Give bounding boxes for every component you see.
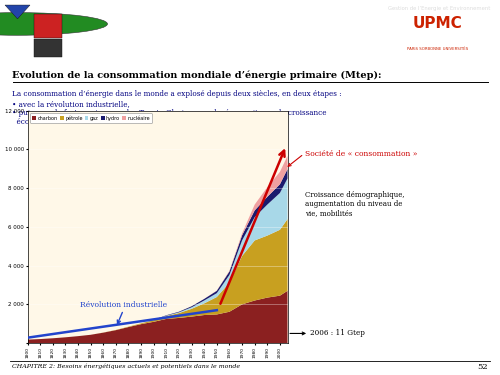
Text: • puis avec la forte croissance des Trente Glorieuses relayée ensuite par la cro: • puis avec la forte croissance des Tren…: [12, 109, 327, 117]
Circle shape: [0, 13, 108, 35]
Text: CHAPITRE 2: Besoins énergétiques actuels et potentiels dans le monde: CHAPITRE 2: Besoins énergétiques actuels…: [12, 363, 240, 369]
Text: UPMC: UPMC: [412, 16, 463, 32]
Text: 2006 : 11 Gtep: 2006 : 11 Gtep: [310, 330, 365, 338]
Text: • avec la révolution industrielle,: • avec la révolution industrielle,: [12, 100, 130, 108]
Bar: [34, 14, 62, 38]
Text: Evolution de la consommation mondiale d’énergie primaire (Mtep):: Evolution de la consommation mondiale d’…: [12, 71, 382, 80]
Text: PARIS SORBONNE UNIVERSITÉS: PARIS SORBONNE UNIVERSITÉS: [407, 47, 468, 51]
Legend: charbon, pétrole, gaz, hydro, nucléaire: charbon, pétrole, gaz, hydro, nucléaire: [30, 113, 152, 123]
Text: Croissance démographique,
augmentation du niveau de
vie, mobilités: Croissance démographique, augmentation d…: [305, 191, 404, 217]
Text: Société de « consommation »: Société de « consommation »: [305, 150, 418, 158]
Text: 52: 52: [477, 363, 488, 371]
Text: Révolution industrielle: Révolution industrielle: [80, 301, 167, 309]
Text: économique des pays émergents (Chine, Inde, Brésil et autres).: économique des pays émergents (Chine, In…: [12, 118, 248, 126]
Bar: [34, 39, 62, 57]
Text: 1. Situation énergétique: 1. Situation énergétique: [141, 27, 359, 44]
Text: La consommation d’énergie dans le monde a explosé depuis deux siècles, en deux é: La consommation d’énergie dans le monde …: [12, 90, 342, 99]
Polygon shape: [5, 5, 30, 19]
Text: Gestion de l’Energie et Environnement: Gestion de l’Energie et Environnement: [388, 6, 490, 11]
